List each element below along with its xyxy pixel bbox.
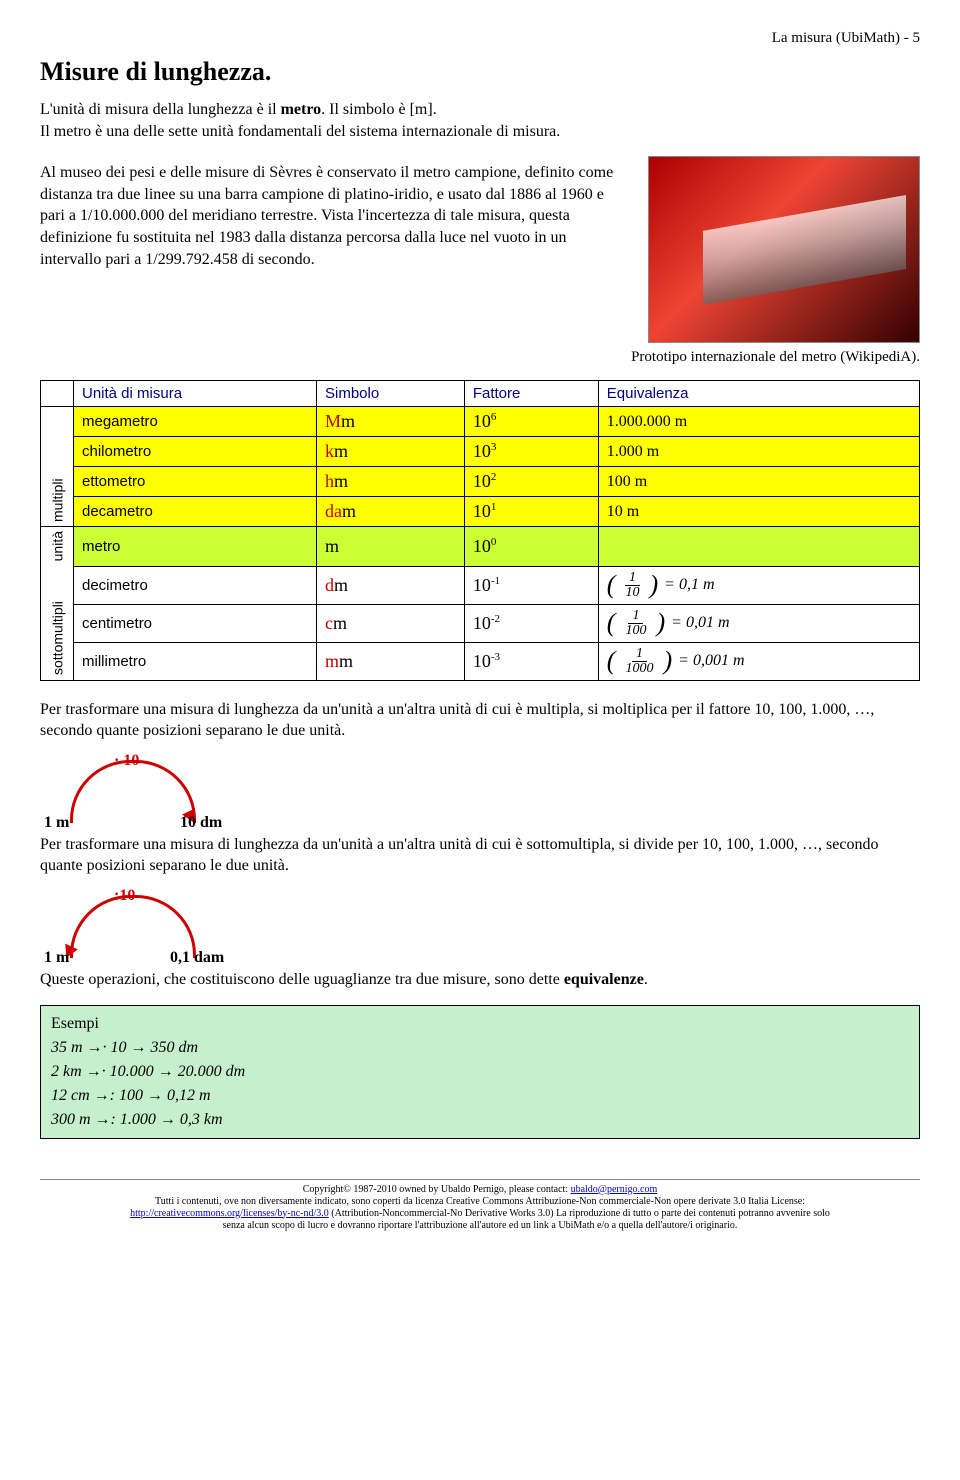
unit-name: centimetro: [74, 604, 317, 642]
unit-factor: 103: [464, 437, 598, 467]
group-label-unita: unità: [41, 527, 74, 566]
unit-equivalence: 1.000 m: [598, 437, 919, 467]
example-line: 12 cm →: 100 → 0,12 m: [51, 1084, 909, 1108]
examples-title: Esempi: [51, 1012, 909, 1036]
table-row: chilometrokm1031.000 m: [41, 437, 920, 467]
metre-prototype-photo: [648, 156, 920, 343]
footer-email[interactable]: ubaldo@pernigo.com: [571, 1184, 658, 1195]
unit-symbol: dam: [317, 497, 465, 527]
table-header-unit: Unità di misura: [74, 381, 317, 407]
arc-label: · 10: [114, 752, 139, 770]
conversion-diagram-divide: :10 1 m 0,1 dam: [40, 891, 300, 961]
unit-name: metro: [74, 527, 317, 566]
arc-right: 10 dm: [180, 814, 222, 832]
equivalence-paragraph: Queste operazioni, che costituiscono del…: [40, 969, 920, 991]
example-line: 35 m →· 10 → 350 dm: [51, 1036, 909, 1060]
unit-factor: 106: [464, 407, 598, 437]
arc-right: 0,1 dam: [170, 949, 224, 967]
group-label-multipli: multipli: [41, 407, 74, 527]
unit-symbol: m: [317, 527, 465, 566]
unit-name: decametro: [74, 497, 317, 527]
unit-name: millimetro: [74, 642, 317, 680]
unit-factor: 10-2: [464, 604, 598, 642]
unit-name: ettometro: [74, 467, 317, 497]
intro-paragraph-1: L'unità di misura della lunghezza è il m…: [40, 99, 920, 142]
page-footer: Copyright© 1987-2010 owned by Ubaldo Per…: [40, 1179, 920, 1232]
table-row: unitàmetrom100: [41, 527, 920, 566]
table-header-equiv: Equivalenza: [598, 381, 919, 407]
unit-equivalence: (110)= 0,1 m: [598, 566, 919, 604]
examples-box: Esempi 35 m →· 10 → 350 dm2 km →· 10.000…: [40, 1005, 920, 1139]
arc-left: 1 m: [44, 949, 69, 967]
photo-caption: Prototipo internazionale del metro (Wiki…: [40, 349, 920, 366]
example-line: 2 km →· 10.000 → 20.000 dm: [51, 1060, 909, 1084]
conversion-diagram-multiply: · 10 1 m 10 dm: [40, 756, 300, 826]
unit-factor: 100: [464, 527, 598, 566]
arc-left: 1 m: [44, 814, 69, 832]
unit-factor: 102: [464, 467, 598, 497]
unit-equivalence: 100 m: [598, 467, 919, 497]
group-label-sotto: sottomultipli: [41, 566, 74, 680]
unit-equivalence: [598, 527, 919, 566]
table-header-factor: Fattore: [464, 381, 598, 407]
table-row: centimetrocm10-2(1100)= 0,01 m: [41, 604, 920, 642]
table-row: sottomultiplidecimetrodm10-1(110)= 0,1 m: [41, 566, 920, 604]
unit-factor: 10-3: [464, 642, 598, 680]
unit-symbol: hm: [317, 467, 465, 497]
divide-paragraph: Per trasformare una misura di lunghezza …: [40, 834, 920, 877]
table-row: ettometrohm102100 m: [41, 467, 920, 497]
unit-factor: 10-1: [464, 566, 598, 604]
unit-symbol: dm: [317, 566, 465, 604]
footer-license-link[interactable]: http://creativecommons.org/licenses/by-n…: [130, 1208, 329, 1219]
unit-symbol: km: [317, 437, 465, 467]
arc-label: :10: [114, 887, 135, 905]
unit-symbol: mm: [317, 642, 465, 680]
unit-equivalence: (1100)= 0,01 m: [598, 604, 919, 642]
table-row: multiplimegametroMm1061.000.000 m: [41, 407, 920, 437]
page-title: Misure di lunghezza.: [40, 57, 920, 87]
table-row: millimetromm10-3(11000)= 0,001 m: [41, 642, 920, 680]
unit-symbol: cm: [317, 604, 465, 642]
unit-name: chilometro: [74, 437, 317, 467]
unit-factor: 101: [464, 497, 598, 527]
multiply-paragraph: Per trasformare una misura di lunghezza …: [40, 699, 920, 742]
table-header-symbol: Simbolo: [317, 381, 465, 407]
page-header: La misura (UbiMath) - 5: [40, 30, 920, 47]
unit-symbol: Mm: [317, 407, 465, 437]
unit-name: decimetro: [74, 566, 317, 604]
unit-equivalence: 1.000.000 m: [598, 407, 919, 437]
unit-table: Unità di misuraSimboloFattoreEquivalenza…: [40, 380, 920, 680]
example-line: 300 m →: 1.000 → 0,3 km: [51, 1108, 909, 1132]
unit-name: megametro: [74, 407, 317, 437]
table-row: decametrodam10110 m: [41, 497, 920, 527]
unit-equivalence: (11000)= 0,001 m: [598, 642, 919, 680]
unit-equivalence: 10 m: [598, 497, 919, 527]
